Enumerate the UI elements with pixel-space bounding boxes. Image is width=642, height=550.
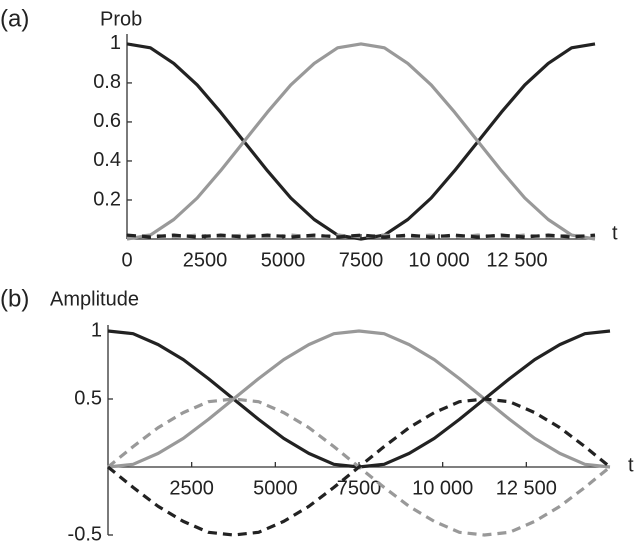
panel-label: (b) [0,285,29,312]
y-axis-label: Amplitude [50,288,139,310]
series-line [126,42,596,241]
y-tick-label: 0.8 [93,71,121,93]
x-tick-label: 2500 [169,477,214,499]
x-tick-label: 7500 [337,477,382,499]
series-line [126,233,596,239]
x-tick-label: 10 000 [408,249,469,271]
y-tick-label: -0.5 [68,523,102,545]
y-tick-label: 0.6 [93,110,121,132]
y-tick-label: 0.2 [93,188,121,210]
x-tick-label: 12 500 [486,249,547,271]
x-axis-label: t [628,454,634,476]
x-tick-label: 10 000 [412,477,473,499]
series-line [126,42,596,241]
x-tick-label: 7500 [339,249,384,271]
x-tick-label: 12 500 [496,477,557,499]
x-tick-label: 2500 [183,249,228,271]
y-tick-label: 1 [91,319,102,341]
y-tick-label: 0.4 [93,149,121,171]
y-axis-label: Prob [100,8,142,30]
x-tick-label: 5000 [261,249,306,271]
series-line [107,329,611,469]
y-tick-label: 0.5 [74,387,102,409]
x-tick-label: 5000 [253,477,298,499]
x-tick-label: 0 [121,249,132,271]
series-line [107,329,611,469]
series-line [106,397,612,537]
y-tick-label: 1 [110,32,121,54]
panel-label: (a) [0,5,29,32]
x-axis-label: t [612,222,618,244]
